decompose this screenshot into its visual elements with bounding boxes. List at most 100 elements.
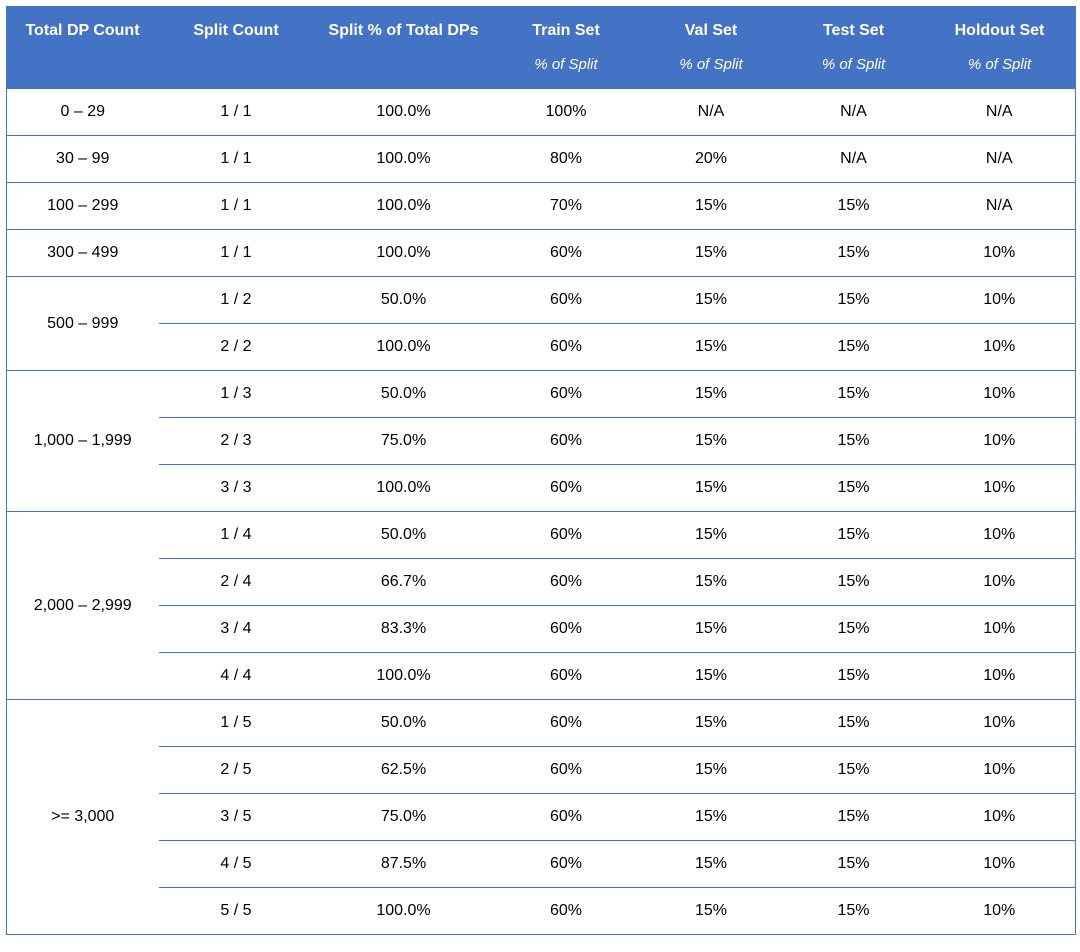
column-title: Split Count <box>193 22 279 39</box>
holdout-set-cell: 10% <box>923 229 1076 277</box>
table-row: 4 / 4 100.0% 60% 15% 15% 10% <box>7 652 1076 700</box>
column-header-total-dp-count: Total DP Count <box>6 6 159 89</box>
holdout-set-cell: 10% <box>923 746 1076 794</box>
split-pct-cell: 100.0% <box>313 182 494 230</box>
train-set-cell: 100% <box>493 88 639 136</box>
test-set-cell: 15% <box>783 558 924 606</box>
train-set-cell: 60% <box>493 511 639 559</box>
split-pct-cell: 100.0% <box>313 88 494 136</box>
train-set-cell: 60% <box>493 652 639 700</box>
holdout-set-cell: 10% <box>923 417 1076 465</box>
val-set-cell: 15% <box>638 605 784 653</box>
column-subtitle: % of Split <box>679 56 743 73</box>
split-pct-cell: 50.0% <box>313 370 494 418</box>
holdout-set-cell: 10% <box>923 652 1076 700</box>
table-row: 0 – 29 1 / 1 100.0% 100% N/A N/A N/A <box>6 88 1076 136</box>
split-count-cell: 1 / 1 <box>158 182 314 230</box>
column-title: Test Set <box>822 22 885 39</box>
split-count-cell: 4 / 4 <box>158 652 314 700</box>
split-pct-cell: 50.0% <box>313 511 494 559</box>
val-set-cell: 15% <box>638 652 784 700</box>
train-set-cell: 60% <box>493 370 639 418</box>
column-subtitle: % of Split <box>967 56 1032 73</box>
split-count-cell: 1 / 3 <box>158 370 314 418</box>
table-row: 3 / 5 75.0% 60% 15% 15% 10% <box>7 793 1076 841</box>
test-set-cell: 15% <box>783 417 924 465</box>
test-set-cell: 15% <box>783 182 924 230</box>
split-pct-cell: 100.0% <box>313 464 494 512</box>
table-row: 1,000 – 1,999 1 / 3 50.0% 60% 15% 15% 10% <box>6 370 1076 512</box>
val-set-cell: 15% <box>638 276 784 324</box>
total-dp-count-cell: 0 – 29 <box>6 88 159 136</box>
test-set-cell: 15% <box>783 464 924 512</box>
table-row: 500 – 999 1 / 2 50.0% 60% 15% 15% 10% <box>6 276 1076 371</box>
split-count-cell: 4 / 5 <box>158 840 314 888</box>
split-pct-cell: 100.0% <box>313 229 494 277</box>
train-set-cell: 70% <box>493 182 639 230</box>
test-set-cell: 15% <box>783 323 924 371</box>
holdout-set-cell: N/A <box>923 182 1076 230</box>
holdout-set-cell: 10% <box>923 887 1076 935</box>
table-body: 0 – 29 1 / 1 100.0% 100% N/A N/A N/A 30 – 99 1 /… <box>6 88 1076 935</box>
split-pct-cell: 75.0% <box>313 417 494 465</box>
split-pct-cell: 50.0% <box>313 699 494 747</box>
split-count-cell: 3 / 3 <box>158 464 314 512</box>
test-set-cell: N/A <box>783 135 924 183</box>
holdout-set-cell: N/A <box>923 135 1076 183</box>
val-set-cell: 15% <box>638 229 784 277</box>
val-set-cell: 15% <box>638 464 784 512</box>
val-set-cell: 15% <box>638 558 784 606</box>
train-set-cell: 60% <box>493 323 639 371</box>
table-header: Total DP Count Split Count Split % of To… <box>6 6 1076 89</box>
holdout-set-cell: 10% <box>923 323 1076 371</box>
total-dp-count-cell: 100 – 299 <box>6 182 159 230</box>
holdout-set-cell: 10% <box>923 511 1076 559</box>
column-title: Train Set <box>532 22 600 39</box>
train-set-cell: 60% <box>493 558 639 606</box>
column-title: Total DP Count <box>25 22 140 39</box>
table-row: 3 / 3 100.0% 60% 15% 15% 10% <box>7 464 1076 512</box>
train-set-cell: 60% <box>493 887 639 935</box>
total-dp-count-cell: 1,000 – 1,999 <box>6 370 159 512</box>
data-split-table: Total DP Count Split Count Split % of To… <box>6 6 1076 935</box>
header-row: Total DP Count Split Count Split % of To… <box>6 6 1076 89</box>
holdout-set-cell: 10% <box>923 558 1076 606</box>
split-pct-cell: 100.0% <box>313 135 494 183</box>
split-count-cell: 2 / 4 <box>158 558 314 606</box>
column-header-train-set: Train Set % of Split <box>493 6 639 89</box>
test-set-cell: 15% <box>783 605 924 653</box>
test-set-cell: 15% <box>783 229 924 277</box>
total-dp-count-cell: 500 – 999 <box>6 276 159 371</box>
val-set-cell: 15% <box>638 887 784 935</box>
split-pct-cell: 75.0% <box>313 793 494 841</box>
split-count-cell: 3 / 5 <box>158 793 314 841</box>
split-pct-cell: 62.5% <box>313 746 494 794</box>
val-set-cell: 15% <box>638 370 784 418</box>
split-count-cell: 1 / 1 <box>158 88 314 136</box>
val-set-cell: 15% <box>638 323 784 371</box>
test-set-cell: 15% <box>783 511 924 559</box>
val-set-cell: 15% <box>638 511 784 559</box>
table-row: 4 / 5 87.5% 60% 15% 15% 10% <box>7 840 1076 888</box>
split-count-cell: 5 / 5 <box>158 887 314 935</box>
train-set-cell: 80% <box>493 135 639 183</box>
train-set-cell: 60% <box>493 746 639 794</box>
train-set-cell: 60% <box>493 840 639 888</box>
holdout-set-cell: 10% <box>923 276 1076 324</box>
split-pct-cell: 50.0% <box>313 276 494 324</box>
column-title: Val Set <box>684 22 738 39</box>
column-header-holdout-set: Holdout Set % of Split <box>923 6 1076 89</box>
table-row: 100 – 299 1 / 1 100.0% 70% 15% 15% N/A <box>6 182 1076 230</box>
total-dp-count-cell: 30 – 99 <box>6 135 159 183</box>
holdout-set-cell: 10% <box>923 793 1076 841</box>
split-count-cell: 1 / 4 <box>158 511 314 559</box>
test-set-cell: N/A <box>783 88 924 136</box>
table-row: 2 / 4 66.7% 60% 15% 15% 10% <box>7 558 1076 606</box>
holdout-set-cell: 10% <box>923 464 1076 512</box>
split-pct-cell: 66.7% <box>313 558 494 606</box>
train-set-cell: 60% <box>493 464 639 512</box>
column-title: Split % of Total DPs <box>328 22 479 39</box>
val-set-cell: 15% <box>638 699 784 747</box>
test-set-cell: 15% <box>783 699 924 747</box>
test-set-cell: 15% <box>783 652 924 700</box>
